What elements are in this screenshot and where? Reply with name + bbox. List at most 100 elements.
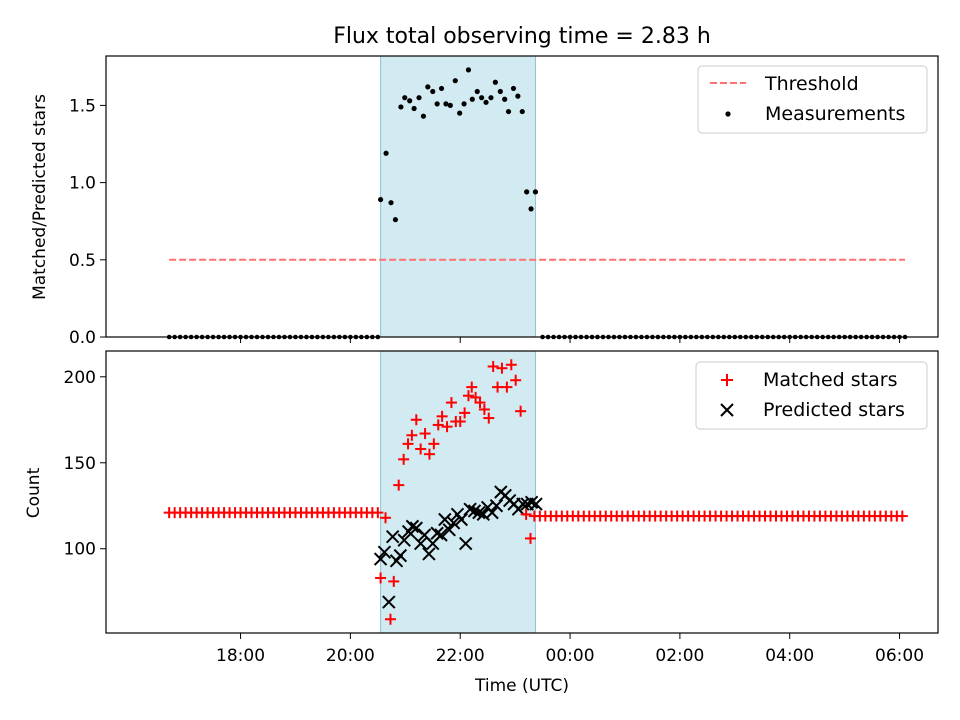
bottom-axes-frame xyxy=(105,350,939,634)
top-y-tick-label: 1.0 xyxy=(69,174,96,194)
cross-stroke xyxy=(417,528,432,542)
measurements-legend-dot-icon xyxy=(725,111,731,117)
measurement-point xyxy=(492,79,498,85)
matched-star-markers xyxy=(163,359,908,625)
measurement-point xyxy=(425,84,431,90)
matched-star-plus xyxy=(454,416,466,427)
predicted-star-cross xyxy=(422,547,436,561)
measurement-point xyxy=(392,217,399,223)
predicted-star-cross xyxy=(393,548,408,563)
predicted-star-cross xyxy=(438,512,452,527)
cross-stroke xyxy=(373,552,388,566)
measurement-point xyxy=(505,108,512,115)
measurement-point xyxy=(416,95,422,101)
cross-stroke xyxy=(489,499,504,513)
matched-star-plus xyxy=(415,443,427,455)
predicted-star-markers xyxy=(373,485,543,609)
matched-star-plus xyxy=(419,428,431,440)
predicted-star-cross xyxy=(430,526,444,540)
matched-star-plus xyxy=(398,453,410,465)
matched-star-plus xyxy=(505,359,517,371)
bottom-y-tick-label: 100 xyxy=(64,540,96,560)
cross-stroke xyxy=(430,526,444,540)
cross-stroke xyxy=(382,595,396,609)
bottom-y-axis-label: Count xyxy=(24,467,44,518)
matched-star-plus xyxy=(441,421,453,433)
cross-stroke xyxy=(405,519,420,534)
matched-star-plus xyxy=(393,479,405,491)
predicted-star-cross xyxy=(377,545,392,559)
matched-star-plus xyxy=(406,429,418,441)
measurement-point xyxy=(447,102,453,109)
measurement-point xyxy=(515,93,521,99)
x-tick-label: 06:00 xyxy=(875,646,924,666)
matched-star-plus xyxy=(520,508,532,520)
top-x-ticks xyxy=(240,337,901,343)
bottom-y-ticks: 100 150 200 xyxy=(64,368,106,560)
bottom-legend: Matched stars Predicted stars xyxy=(695,361,928,430)
matched-star-plus xyxy=(445,397,457,409)
x-tick-label: 18:00 xyxy=(216,646,265,666)
cross-stroke xyxy=(413,536,428,551)
measurement-point xyxy=(377,196,384,203)
measurement-point xyxy=(497,88,503,95)
cross-stroke xyxy=(397,533,411,547)
predicted-star-cross xyxy=(454,512,469,527)
predicted-star-cross xyxy=(397,533,411,547)
top-panel: 0.0 0.5 1.0 1.5 Matched/Predicted stars Thr… xyxy=(30,55,939,348)
predicted-legend-cross-icon xyxy=(720,403,734,417)
measurement-point xyxy=(532,189,539,195)
predicted-star-cross xyxy=(373,552,388,566)
measurement-point xyxy=(474,88,480,95)
measurement-point xyxy=(461,101,467,107)
predicted-star-cross xyxy=(463,502,477,516)
matched-star-plus xyxy=(492,381,504,393)
top-y-tick-label: 1.5 xyxy=(69,96,96,116)
cross-stroke xyxy=(476,507,490,522)
predicted-star-cross xyxy=(489,499,504,513)
matched-star-plus xyxy=(487,360,499,372)
measurement-point xyxy=(398,104,404,110)
measurement-point xyxy=(524,189,530,195)
cross-stroke xyxy=(409,521,423,535)
matched-star-plus xyxy=(501,381,513,393)
x-axis-label: Time (UTC) xyxy=(474,676,569,696)
matched-star-plus xyxy=(402,438,414,450)
measurement-point xyxy=(388,200,394,206)
cross-stroke xyxy=(442,523,456,537)
predicted-star-cross xyxy=(472,505,486,520)
predicted-star-cross xyxy=(442,523,456,537)
predicted-star-cross xyxy=(529,497,543,511)
predicted-star-cross xyxy=(485,505,499,520)
top-y-tick-label: 0.5 xyxy=(69,251,96,271)
matched-star-plus xyxy=(466,381,478,393)
matched-legend-plus-icon xyxy=(721,374,733,386)
x-tick-label: 04:00 xyxy=(765,646,814,666)
bottom-y-tick-label: 150 xyxy=(64,454,96,474)
matched-star-plus xyxy=(372,507,384,519)
bottom-y-tick-label: 200 xyxy=(64,368,96,388)
cross-stroke xyxy=(434,528,448,542)
bottom-panel: 100 150 200 18:00 20:00 22:00 00:00 02:00 04:00… xyxy=(24,350,939,696)
measurement-point xyxy=(383,150,389,156)
x-tick-label: 22:00 xyxy=(436,646,485,666)
cross-stroke xyxy=(446,516,461,530)
top-y-axis-label: Matched/Predicted stars xyxy=(30,94,50,300)
predicted-star-cross xyxy=(446,516,461,530)
chart-title: Flux total observing time = 2.83 h xyxy=(333,24,711,49)
measurements-legend-label: Measurements xyxy=(765,103,905,125)
matched-star-plus xyxy=(428,438,440,450)
matched-star-plus xyxy=(525,532,537,544)
measurement-point xyxy=(402,95,408,101)
matched-star-plus xyxy=(384,613,396,625)
cross-stroke xyxy=(454,512,469,527)
x-tick-label: 20:00 xyxy=(326,646,375,666)
cross-stroke xyxy=(385,530,400,544)
predicted-star-cross xyxy=(524,495,539,510)
measurement-point xyxy=(483,99,489,105)
measurement-point xyxy=(528,206,534,212)
bottom-legend-box xyxy=(695,361,928,430)
cross-stroke xyxy=(529,497,543,511)
matched-star-plus xyxy=(380,512,392,524)
